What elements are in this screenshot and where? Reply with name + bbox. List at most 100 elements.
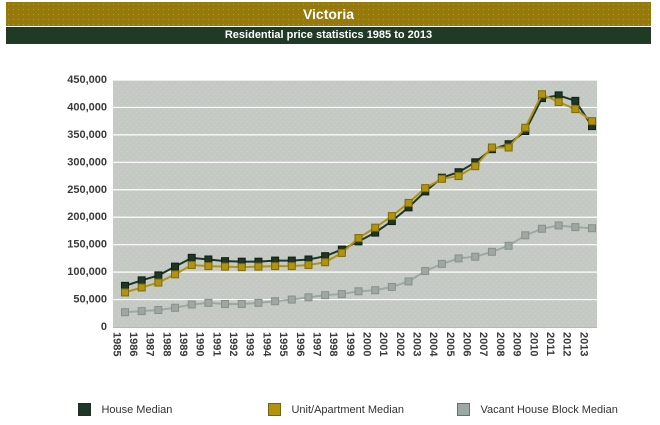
marker-house-median-1986: [137, 276, 146, 285]
marker-unit-apartment-median-2003: [421, 184, 430, 193]
marker-unit-apartment-median-1986: [137, 283, 146, 292]
marker-unit-apartment-median-1997: [321, 258, 330, 267]
x-tick-label: 2000: [360, 332, 372, 356]
marker-vacant-house-block-median-1995: [287, 295, 296, 304]
chart-subtitle: Residential price statistics 1985 to 201…: [224, 29, 433, 41]
chart-title: Victoria: [302, 6, 355, 22]
legend-label-vacant-house-block-median: Vacant House Block Median: [480, 403, 618, 416]
marker-vacant-house-block-median-2000: [371, 286, 380, 295]
marker-unit-apartment-median-2012: [571, 105, 580, 114]
marker-unit-apartment-median-2007: [487, 143, 496, 152]
x-tick-label: 1998: [327, 332, 339, 356]
marker-house-median-2011: [554, 91, 563, 100]
marker-unit-apartment-median-2001: [387, 212, 396, 221]
legend-swatch-vacant-house-block-median: [457, 403, 470, 417]
marker-unit-apartment-median-2006: [471, 162, 480, 171]
x-tick-label: 1992: [227, 332, 239, 356]
marker-vacant-house-block-median-1993: [254, 298, 263, 307]
marker-unit-apartment-median-2011: [554, 97, 563, 106]
x-tick-label: 1997: [310, 332, 322, 356]
legend-label-unit-apartment-median: Unit/Apartment Median: [291, 403, 404, 416]
y-tick-label: 150,000: [67, 239, 107, 251]
x-tick-label: 1996: [294, 332, 306, 356]
x-tick-label: 2007: [477, 332, 489, 356]
marker-unit-apartment-median-1989: [187, 260, 196, 269]
marker-vacant-house-block-median-2010: [537, 224, 546, 233]
marker-unit-apartment-median-1985: [121, 288, 129, 297]
x-tick-label: 2012: [561, 332, 573, 356]
x-tick-label: 1990: [194, 332, 206, 356]
marker-vacant-house-block-median-2007: [487, 247, 496, 256]
x-tick-label: 1999: [344, 332, 356, 356]
legend-item-unit-apartment-median: Unit/Apartment Median: [268, 401, 404, 417]
y-tick-label: 0: [101, 321, 107, 333]
marker-vacant-house-block-median-2012: [571, 223, 580, 232]
marker-vacant-house-block-median-1996: [304, 293, 313, 302]
x-tick-label: 2002: [394, 332, 406, 356]
x-tick-label: 1994: [260, 332, 272, 357]
y-tick-label: 200,000: [67, 211, 107, 223]
marker-house-median-1985: [121, 281, 129, 290]
x-tick-label: 1988: [160, 332, 172, 356]
x-tick-label: 2005: [444, 332, 456, 356]
marker-unit-apartment-median-2005: [454, 172, 463, 181]
legend-swatch-unit-apartment-median: [268, 403, 281, 417]
marker-unit-apartment-median-2013: [588, 117, 596, 126]
marker-vacant-house-block-median-1986: [137, 307, 146, 316]
x-tick-label: 2013: [577, 332, 589, 356]
marker-house-median-1989: [187, 253, 196, 262]
x-tick-label: 2006: [461, 332, 473, 356]
marker-vacant-house-block-median-1992: [237, 299, 246, 308]
x-tick-label: 2009: [511, 332, 523, 356]
marker-house-median-1987: [154, 271, 163, 280]
marker-vacant-house-block-median-2001: [387, 282, 396, 291]
marker-unit-apartment-median-1998: [337, 248, 346, 257]
x-tick-label: 1991: [210, 332, 222, 356]
marker-unit-apartment-median-1988: [171, 270, 180, 279]
marker-unit-apartment-median-1987: [154, 278, 163, 287]
marker-unit-apartment-median-2004: [437, 174, 446, 183]
x-tick-label: 1989: [177, 332, 189, 356]
marker-unit-apartment-median-2000: [371, 223, 380, 232]
legend-label-house-median: House Median: [101, 403, 173, 416]
y-tick-label: 50,000: [73, 294, 107, 306]
y-tick-label: 300,000: [67, 156, 107, 168]
y-tick-label: 400,000: [67, 101, 107, 113]
marker-unit-apartment-median-2002: [404, 198, 413, 207]
x-tick-label: 1993: [244, 332, 256, 356]
y-tick-label: 350,000: [67, 129, 107, 141]
marker-vacant-house-block-median-1985: [121, 308, 129, 317]
marker-unit-apartment-median-2008: [504, 143, 513, 152]
y-tick-label: 100,000: [67, 266, 107, 278]
marker-unit-apartment-median-1999: [354, 234, 363, 243]
chart-subtitle-bar: Residential price statistics 1985 to 201…: [6, 27, 651, 44]
marker-vacant-house-block-median-1989: [187, 300, 196, 309]
x-tick-label: 2008: [494, 332, 506, 356]
marker-unit-apartment-median-1993: [254, 262, 263, 271]
marker-vacant-house-block-median-2009: [521, 231, 530, 240]
marker-vacant-house-block-median-2008: [504, 241, 513, 250]
marker-unit-apartment-median-1992: [237, 263, 246, 272]
x-tick-label: 1986: [127, 332, 139, 356]
marker-vacant-house-block-median-2011: [554, 221, 563, 230]
x-tick-label: 2001: [377, 332, 389, 356]
marker-house-median-2012: [571, 96, 580, 105]
marker-vacant-house-block-median-2003: [421, 267, 430, 276]
x-tick-label: 2010: [527, 332, 539, 356]
marker-unit-apartment-median-1996: [304, 260, 313, 269]
marker-unit-apartment-median-1994: [271, 262, 280, 271]
legend-swatch-house-median: [78, 403, 91, 417]
marker-vacant-house-block-median-2013: [588, 224, 596, 233]
y-tick-label: 250,000: [67, 184, 107, 196]
marker-vacant-house-block-median-1990: [204, 298, 213, 307]
marker-unit-apartment-median-2009: [521, 123, 530, 132]
marker-vacant-house-block-median-1987: [154, 305, 163, 314]
x-tick-label: 1985: [110, 332, 122, 356]
marker-house-median-1988: [171, 262, 180, 271]
y-tick-label: 450,000: [67, 74, 107, 86]
chart-title-bar: Victoria: [6, 2, 651, 26]
marker-vacant-house-block-median-1991: [221, 299, 230, 308]
x-tick-label: 2003: [411, 332, 423, 356]
x-tick-label: 1987: [144, 332, 156, 356]
